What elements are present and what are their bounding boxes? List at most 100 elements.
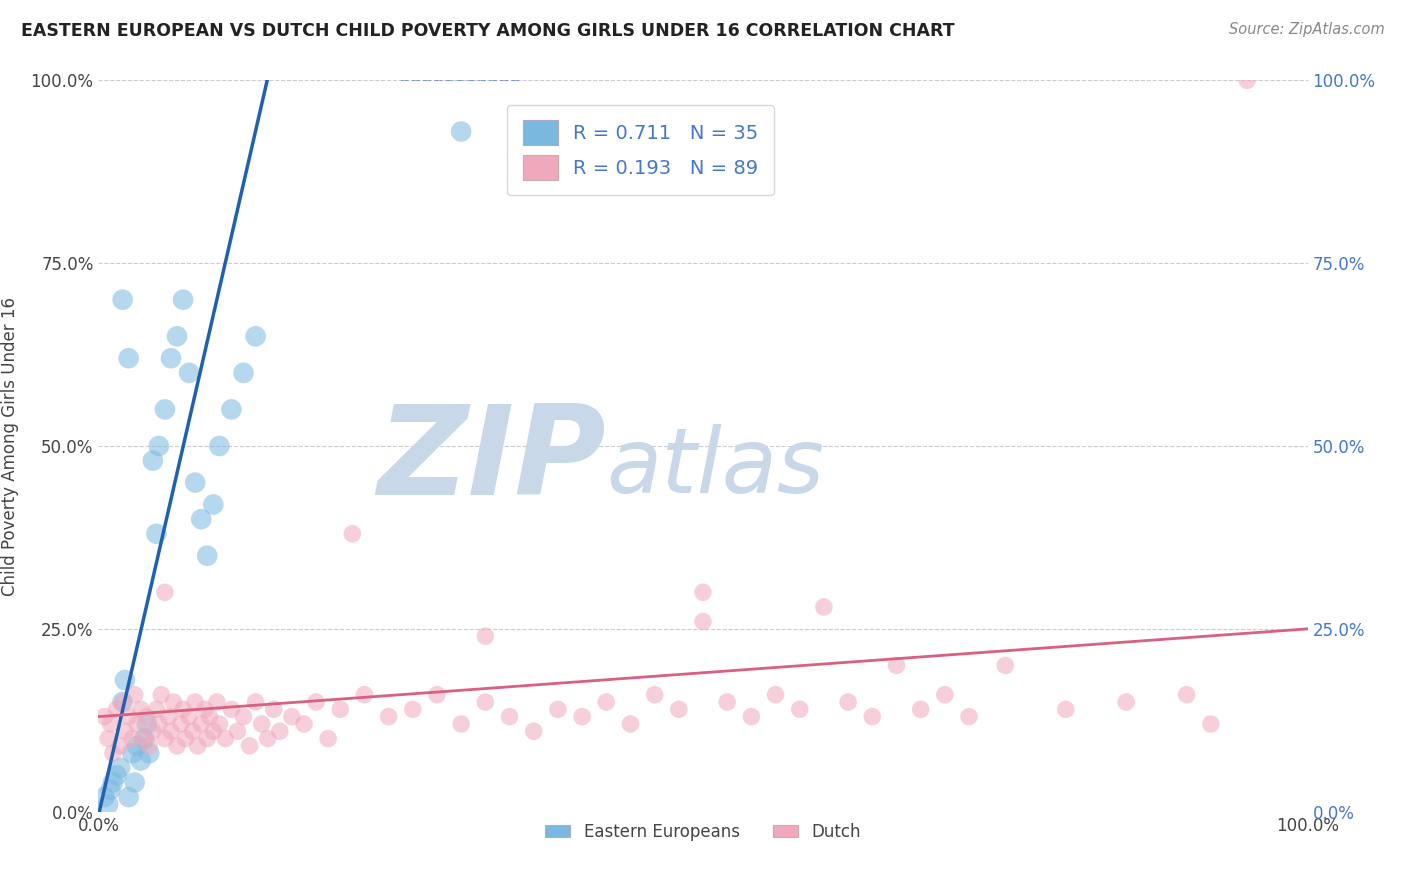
- Point: [153, 731, 176, 746]
- Point: [160, 724, 183, 739]
- Point: [179, 366, 201, 380]
- Point: [202, 724, 225, 739]
- Point: [142, 724, 165, 739]
- Point: [187, 739, 209, 753]
- Point: [263, 702, 285, 716]
- Point: [595, 695, 617, 709]
- Point: [886, 658, 908, 673]
- Point: [269, 724, 291, 739]
- Point: [172, 293, 194, 307]
- Point: [118, 351, 141, 366]
- Point: [353, 688, 375, 702]
- Point: [93, 709, 115, 723]
- Point: [101, 775, 124, 789]
- Point: [813, 599, 835, 614]
- Point: [134, 731, 156, 746]
- Point: [194, 702, 217, 716]
- Point: [232, 709, 254, 723]
- Point: [111, 695, 134, 709]
- Point: [305, 695, 328, 709]
- Point: [153, 402, 176, 417]
- Point: [1115, 695, 1137, 709]
- Point: [179, 709, 201, 723]
- Point: [111, 695, 134, 709]
- Point: [134, 731, 156, 746]
- Point: [142, 453, 165, 467]
- Point: [97, 797, 120, 812]
- Point: [162, 695, 184, 709]
- Legend: Eastern Europeans, Dutch: Eastern Europeans, Dutch: [538, 816, 868, 847]
- Point: [153, 585, 176, 599]
- Point: [129, 754, 152, 768]
- Point: [145, 702, 167, 716]
- Point: [166, 739, 188, 753]
- Point: [740, 709, 762, 723]
- Point: [105, 768, 128, 782]
- Point: [239, 739, 262, 753]
- Point: [127, 717, 149, 731]
- Text: Source: ZipAtlas.com: Source: ZipAtlas.com: [1229, 22, 1385, 37]
- Point: [97, 731, 120, 746]
- Point: [190, 512, 212, 526]
- Point: [166, 329, 188, 343]
- Point: [619, 717, 641, 731]
- Point: [765, 688, 787, 702]
- Point: [111, 293, 134, 307]
- Point: [108, 739, 131, 753]
- Point: [668, 702, 690, 716]
- Point: [994, 658, 1017, 673]
- Point: [195, 731, 218, 746]
- Point: [184, 475, 207, 490]
- Point: [716, 695, 738, 709]
- Point: [135, 709, 157, 723]
- Point: [118, 709, 141, 723]
- Point: [837, 695, 859, 709]
- Point: [474, 629, 496, 643]
- Point: [100, 782, 122, 797]
- Point: [221, 402, 243, 417]
- Point: [135, 717, 157, 731]
- Point: [245, 329, 267, 343]
- Point: [195, 549, 218, 563]
- Point: [1236, 73, 1258, 87]
- Point: [184, 695, 207, 709]
- Point: [226, 724, 249, 739]
- Point: [910, 702, 932, 716]
- Point: [426, 688, 449, 702]
- Point: [571, 709, 593, 723]
- Point: [232, 366, 254, 380]
- Point: [157, 709, 180, 723]
- Point: [121, 746, 143, 760]
- Point: [256, 731, 278, 746]
- Point: [498, 709, 520, 723]
- Point: [148, 717, 170, 731]
- Point: [138, 739, 160, 753]
- Point: [127, 739, 149, 753]
- Point: [114, 673, 136, 687]
- Point: [138, 746, 160, 760]
- Point: [124, 775, 146, 789]
- Point: [329, 702, 352, 716]
- Point: [208, 439, 231, 453]
- Point: [129, 702, 152, 716]
- Point: [105, 702, 128, 716]
- Point: [1199, 717, 1222, 731]
- Text: ZIP: ZIP: [378, 401, 606, 521]
- Point: [198, 709, 221, 723]
- Point: [450, 717, 472, 731]
- Point: [547, 702, 569, 716]
- Y-axis label: Child Poverty Among Girls Under 16: Child Poverty Among Girls Under 16: [1, 296, 20, 596]
- Point: [174, 731, 197, 746]
- Point: [124, 688, 146, 702]
- Point: [93, 790, 115, 805]
- Point: [145, 526, 167, 541]
- Point: [860, 709, 883, 723]
- Point: [377, 709, 399, 723]
- Point: [160, 351, 183, 366]
- Point: [1175, 688, 1198, 702]
- Point: [121, 731, 143, 746]
- Point: [342, 526, 364, 541]
- Point: [281, 709, 304, 723]
- Point: [316, 731, 339, 746]
- Text: atlas: atlas: [606, 424, 824, 512]
